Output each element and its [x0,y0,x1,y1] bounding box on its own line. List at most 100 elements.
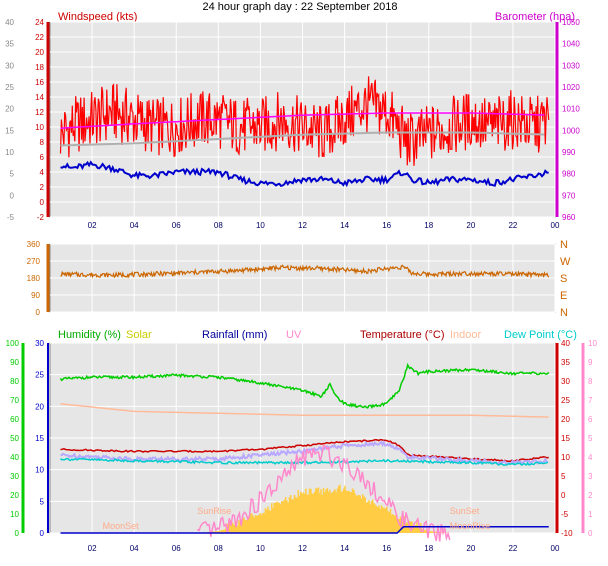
x-tick-label: 20 [466,221,475,230]
outer-tick-label: -5 [7,213,15,222]
direction-tick-label: 0 [36,308,41,317]
humidity-tick-label: 80 [10,377,19,386]
right-tick-label: 1000 [562,126,580,135]
uv-tick-label: 6 [588,415,593,424]
rain-tick-label: 20 [35,402,44,411]
x-tick-label: 16 [382,544,391,553]
right-tick-label: 1020 [562,83,580,92]
right-tick-label: 1030 [562,61,580,70]
humidity-tick-label: 30 [10,472,19,481]
temp-humidity-panel: 0102030405060708090100051015202530-10-50… [6,339,598,553]
x-tick-label: 00 [551,221,560,230]
humidity-tick-label: 40 [10,453,19,462]
uv-tick-label: 8 [588,377,593,386]
left-tick-label: 2 [40,183,45,192]
humidity-tick-label: 50 [10,434,19,443]
x-tick-label: 04 [130,544,139,553]
annotation-label: SunRise [197,506,231,516]
temp-tick-label: 5 [561,472,566,481]
series-header: Indoor [450,329,482,341]
direction-tick-label: 180 [27,274,41,283]
humidity-tick-label: 20 [10,491,19,500]
uv-tick-label: 10 [588,339,597,348]
x-tick-label: 18 [424,221,433,230]
rain-tick-label: 5 [40,497,45,506]
humidity-tick-label: 100 [6,339,20,348]
annotation-label: MoonRise [450,521,491,531]
x-tick-label: 12 [298,221,307,230]
outer-tick-label: 40 [5,18,14,27]
outer-tick-label: 0 [10,191,15,200]
x-tick-label: 02 [88,544,97,553]
uv-tick-label: 1 [588,510,593,519]
series-header: Temperature (°C) [360,329,444,341]
x-tick-label: 06 [172,221,181,230]
rain-tick-label: 25 [35,371,44,380]
left-tick-label: 14 [35,93,44,102]
temperature-series [60,438,549,463]
temp-tick-label: 15 [561,434,570,443]
x-tick-label: 22 [508,221,517,230]
wind-pressure-panel: -2024681012141618202224-5051015202530354… [5,18,580,230]
left-tick-label: 10 [35,123,44,132]
outer-tick-label: 35 [5,40,14,49]
x-tick-label: 08 [214,544,223,553]
outer-tick-label: 20 [5,105,14,114]
outer-tick-label: 10 [5,148,14,157]
outer-tick-label: 30 [5,61,14,70]
right-tick-label: 960 [562,213,576,222]
temp-tick-label: 0 [561,491,566,500]
average-series [60,160,549,188]
annotation-label: SunSet [450,506,480,516]
rain-tick-label: 0 [40,529,45,538]
x-tick-label: 00 [551,544,560,553]
x-tick-label: 20 [466,544,475,553]
barometer-axis-label: Barometer (hpa) [495,11,575,23]
x-tick-label: 14 [340,221,349,230]
left-tick-label: 0 [40,198,45,207]
left-tick-label: 18 [35,63,44,72]
left-tick-label: 16 [35,78,44,87]
x-tick-label: 04 [130,221,139,230]
humidity-tick-label: 10 [10,510,19,519]
temp-tick-label: 25 [561,396,570,405]
temp-tick-label: -10 [561,529,573,538]
right-tick-label: 1050 [562,18,580,27]
rain-tick-label: 30 [35,339,44,348]
direction-series [60,264,550,279]
x-tick-label: 12 [298,544,307,553]
outer-tick-label: 15 [5,126,14,135]
humidity-tick-label: 0 [15,529,20,538]
series-header: Rainfall (mm) [202,329,267,341]
compass-label: N [560,307,568,319]
uv-tick-label: 5 [588,434,593,443]
x-tick-label: 16 [382,221,391,230]
humidity-tick-label: 70 [10,396,19,405]
uv-tick-label: 0 [588,529,593,538]
humidity-tick-label: 60 [10,415,19,424]
rain-tick-label: 15 [35,434,44,443]
left-tick-label: 24 [35,18,44,27]
uv-tick-label: 2 [588,491,593,500]
left-tick-label: 12 [35,108,44,117]
x-tick-label: 10 [256,221,265,230]
x-tick-label: 22 [508,544,517,553]
gust-series [59,76,550,166]
windspeed-axis-label: Windspeed (kts) [58,11,137,23]
uv-tick-label: 3 [588,472,593,481]
compass-label: W [560,256,571,268]
x-tick-label: 10 [256,544,265,553]
uv-series [196,444,451,542]
compass-label: S [560,273,567,285]
right-tick-label: 970 [562,191,576,200]
left-tick-label: 6 [40,153,45,162]
temp-humidity-headers: Humidity (%) Solar Rainfall (mm) UV Temperat… [58,329,577,341]
humidity-series [59,362,550,410]
temp-tick-label: 35 [561,358,570,367]
outer-tick-label: 25 [5,83,14,92]
series-header: Humidity (%) [58,329,121,341]
right-tick-label: 980 [562,170,576,179]
left-tick-label: 22 [35,33,44,42]
uv-tick-label: 4 [588,453,593,462]
